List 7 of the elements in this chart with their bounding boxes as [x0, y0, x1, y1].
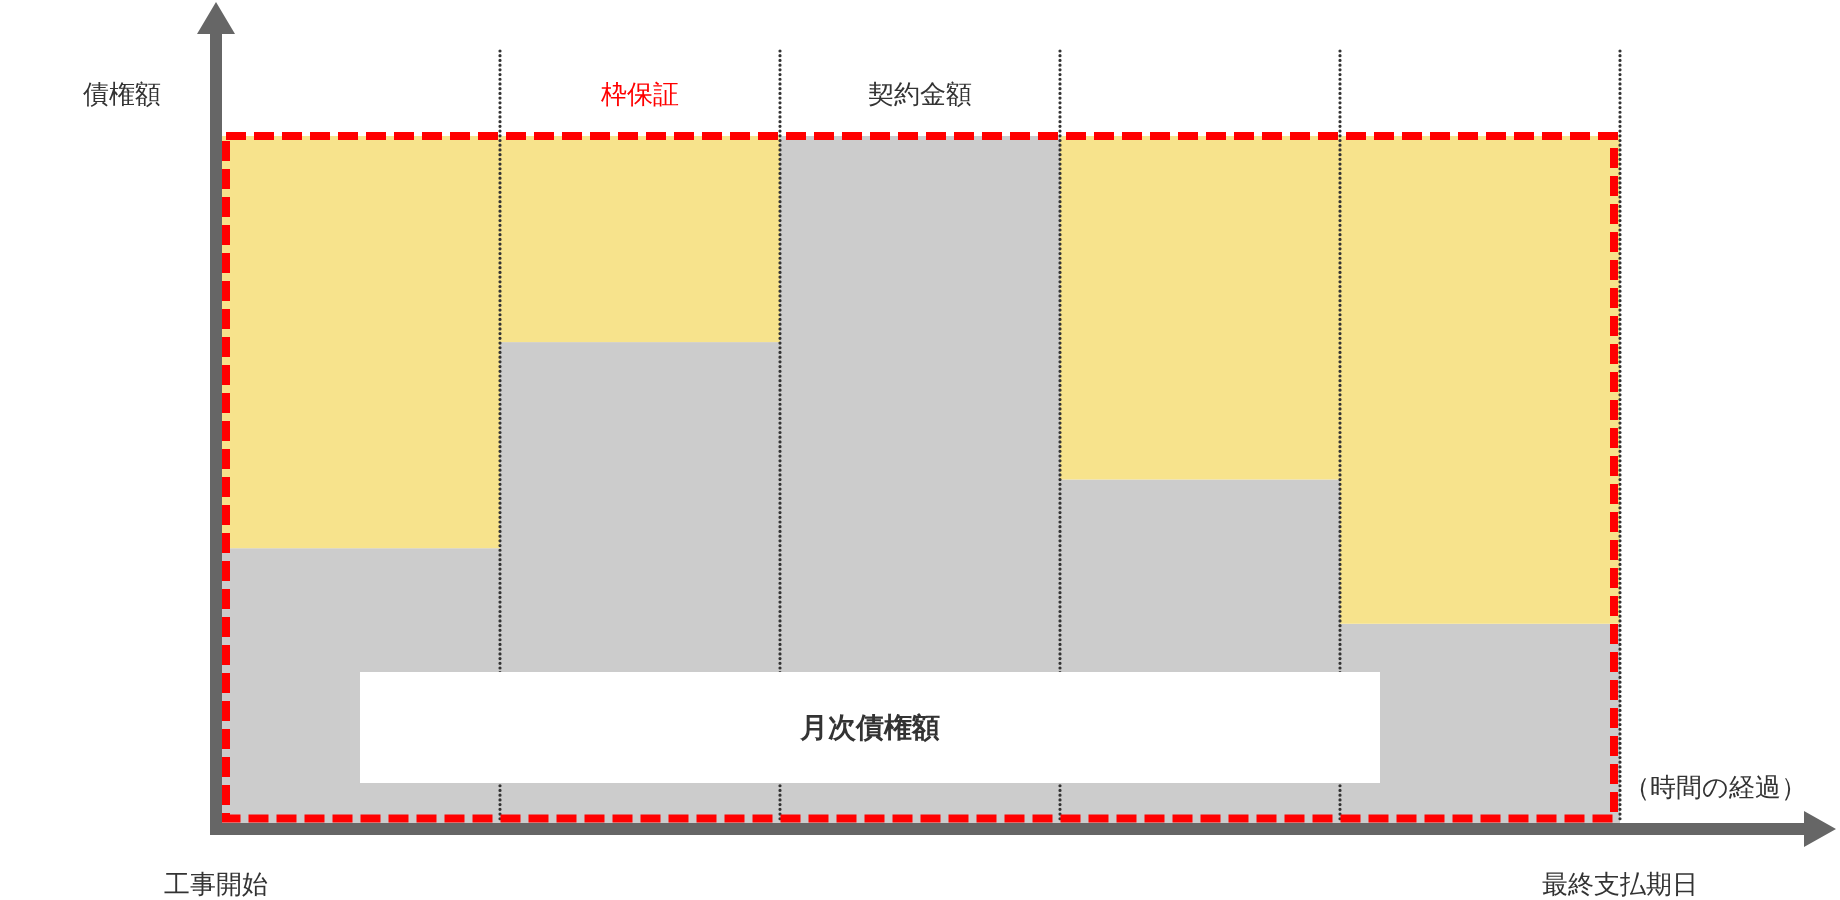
- xlabel: （時間の経過）: [1623, 772, 1807, 802]
- annotation: 契約金額: [868, 79, 972, 109]
- ylabel: 債権額: [83, 79, 161, 109]
- annotation: 枠保証: [601, 79, 679, 109]
- series-label: 月次債権額: [800, 712, 940, 743]
- annotation: 工事開始: [164, 869, 268, 899]
- annotation: 最終支払期日: [1542, 869, 1698, 899]
